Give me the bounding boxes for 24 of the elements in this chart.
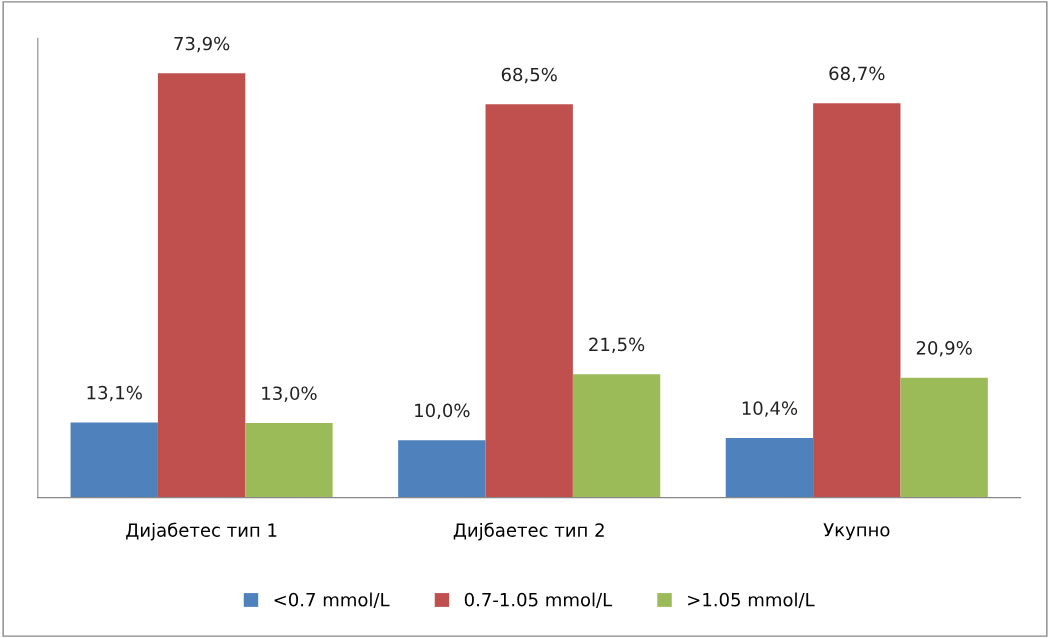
- bar: [485, 104, 573, 498]
- data-label: 10,4%: [742, 401, 798, 417]
- x-tick-label: Дијбаетес тип 2: [453, 522, 604, 541]
- data-label: 73,9%: [174, 36, 230, 53]
- bar: [725, 437, 814, 498]
- bar: [572, 374, 661, 498]
- bar: [157, 73, 246, 498]
- x-tick-label: Дијабетес тип 1: [126, 522, 277, 541]
- data-label: 10,0%: [415, 403, 470, 420]
- data-label: 68,5%: [501, 67, 557, 84]
- data-label: 21,5%: [589, 337, 645, 354]
- bar: [70, 422, 158, 498]
- data-label: 13,1%: [87, 385, 142, 402]
- x-tick-label: Укупно: [823, 523, 890, 541]
- data-label: 68,7%: [829, 66, 885, 83]
- legend-label: <0.7 mmol/L: [274, 592, 390, 608]
- bar: [900, 377, 988, 498]
- bar: [813, 103, 901, 498]
- legend-label: 0.7-1.05 mmol/L: [464, 592, 613, 608]
- bar: [245, 422, 333, 498]
- legend-label: >1.05 mmol/L: [688, 592, 815, 608]
- bar: [398, 440, 486, 498]
- data-label: 20,9%: [916, 341, 972, 357]
- data-label: 13,0%: [262, 386, 317, 402]
